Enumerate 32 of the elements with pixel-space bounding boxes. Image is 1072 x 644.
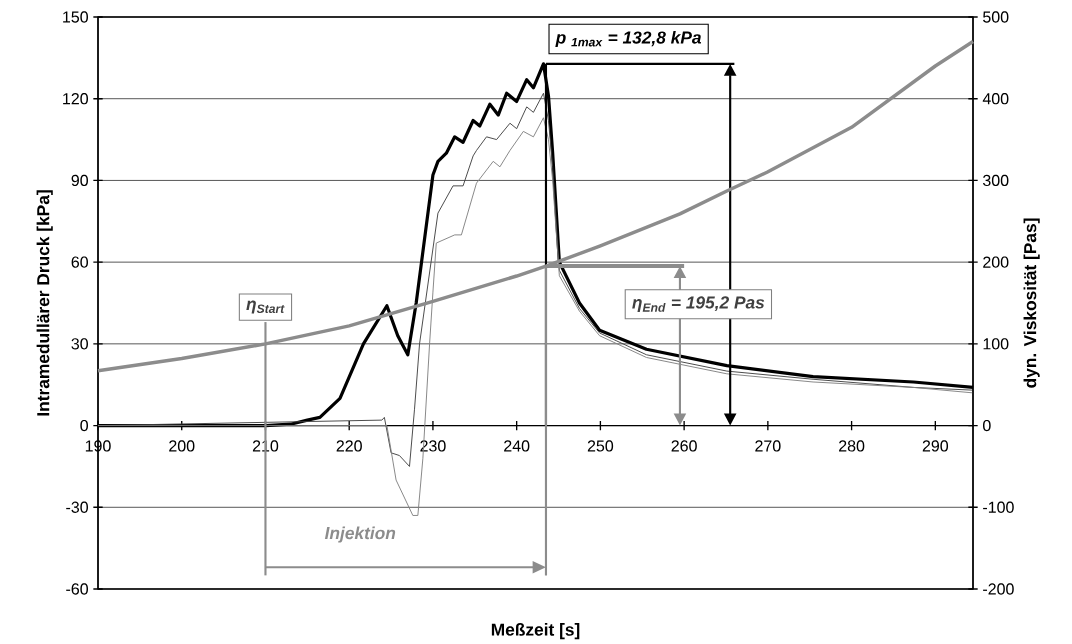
y-axis-title: Intramedullärer Druck [kPa]	[36, 190, 53, 416]
x-tick-label: 280	[839, 440, 865, 452]
y2-tick-label: 400	[982, 93, 1009, 105]
y-tick-label: -60	[66, 583, 88, 595]
y-tick-label: 30	[71, 338, 88, 350]
y2-tick-label: 200	[983, 256, 1009, 268]
ref-line-label: η$_{Start}$	[246, 300, 285, 314]
x-axis-title: Meßzeit [s]	[491, 623, 580, 640]
x-tick-label: 220	[336, 440, 362, 452]
y2-tick-label: 100	[983, 338, 1009, 350]
y2-tick-label: 0	[983, 420, 991, 432]
x-tick-label: 260	[671, 440, 697, 452]
ref-line-label: p $_{1max}$ = 132,8 kPa	[555, 31, 702, 48]
x-tick-label: 250	[587, 440, 614, 452]
y-tick-label: -30	[66, 501, 88, 514]
y2-tick-label: -200	[983, 583, 1014, 595]
x-tick-label: 270	[755, 440, 781, 452]
y2-tick-label: -100	[983, 501, 1014, 514]
y-tick-label: 150	[63, 11, 88, 23]
y2-tick-label: 300	[982, 174, 1009, 187]
annotation: Injektion	[324, 526, 396, 543]
x-tick-label: 230	[420, 440, 446, 452]
y-tick-label: 120	[63, 93, 88, 105]
legend-label: η$_{End}$ = 195,2 Pas	[632, 296, 765, 313]
x-tick-label: 200	[169, 440, 195, 452]
y2-tick-label: 500	[983, 11, 1009, 23]
x-tick-label: 240	[504, 440, 530, 452]
x-tick-label: 290	[922, 440, 949, 452]
y-tick-label: 60	[71, 256, 88, 268]
y-tick-label: 0	[80, 420, 89, 432]
y2-axis-title: dyn. Viskosität [Pas]	[1023, 218, 1040, 388]
y-tick-label: 90	[71, 174, 88, 187]
